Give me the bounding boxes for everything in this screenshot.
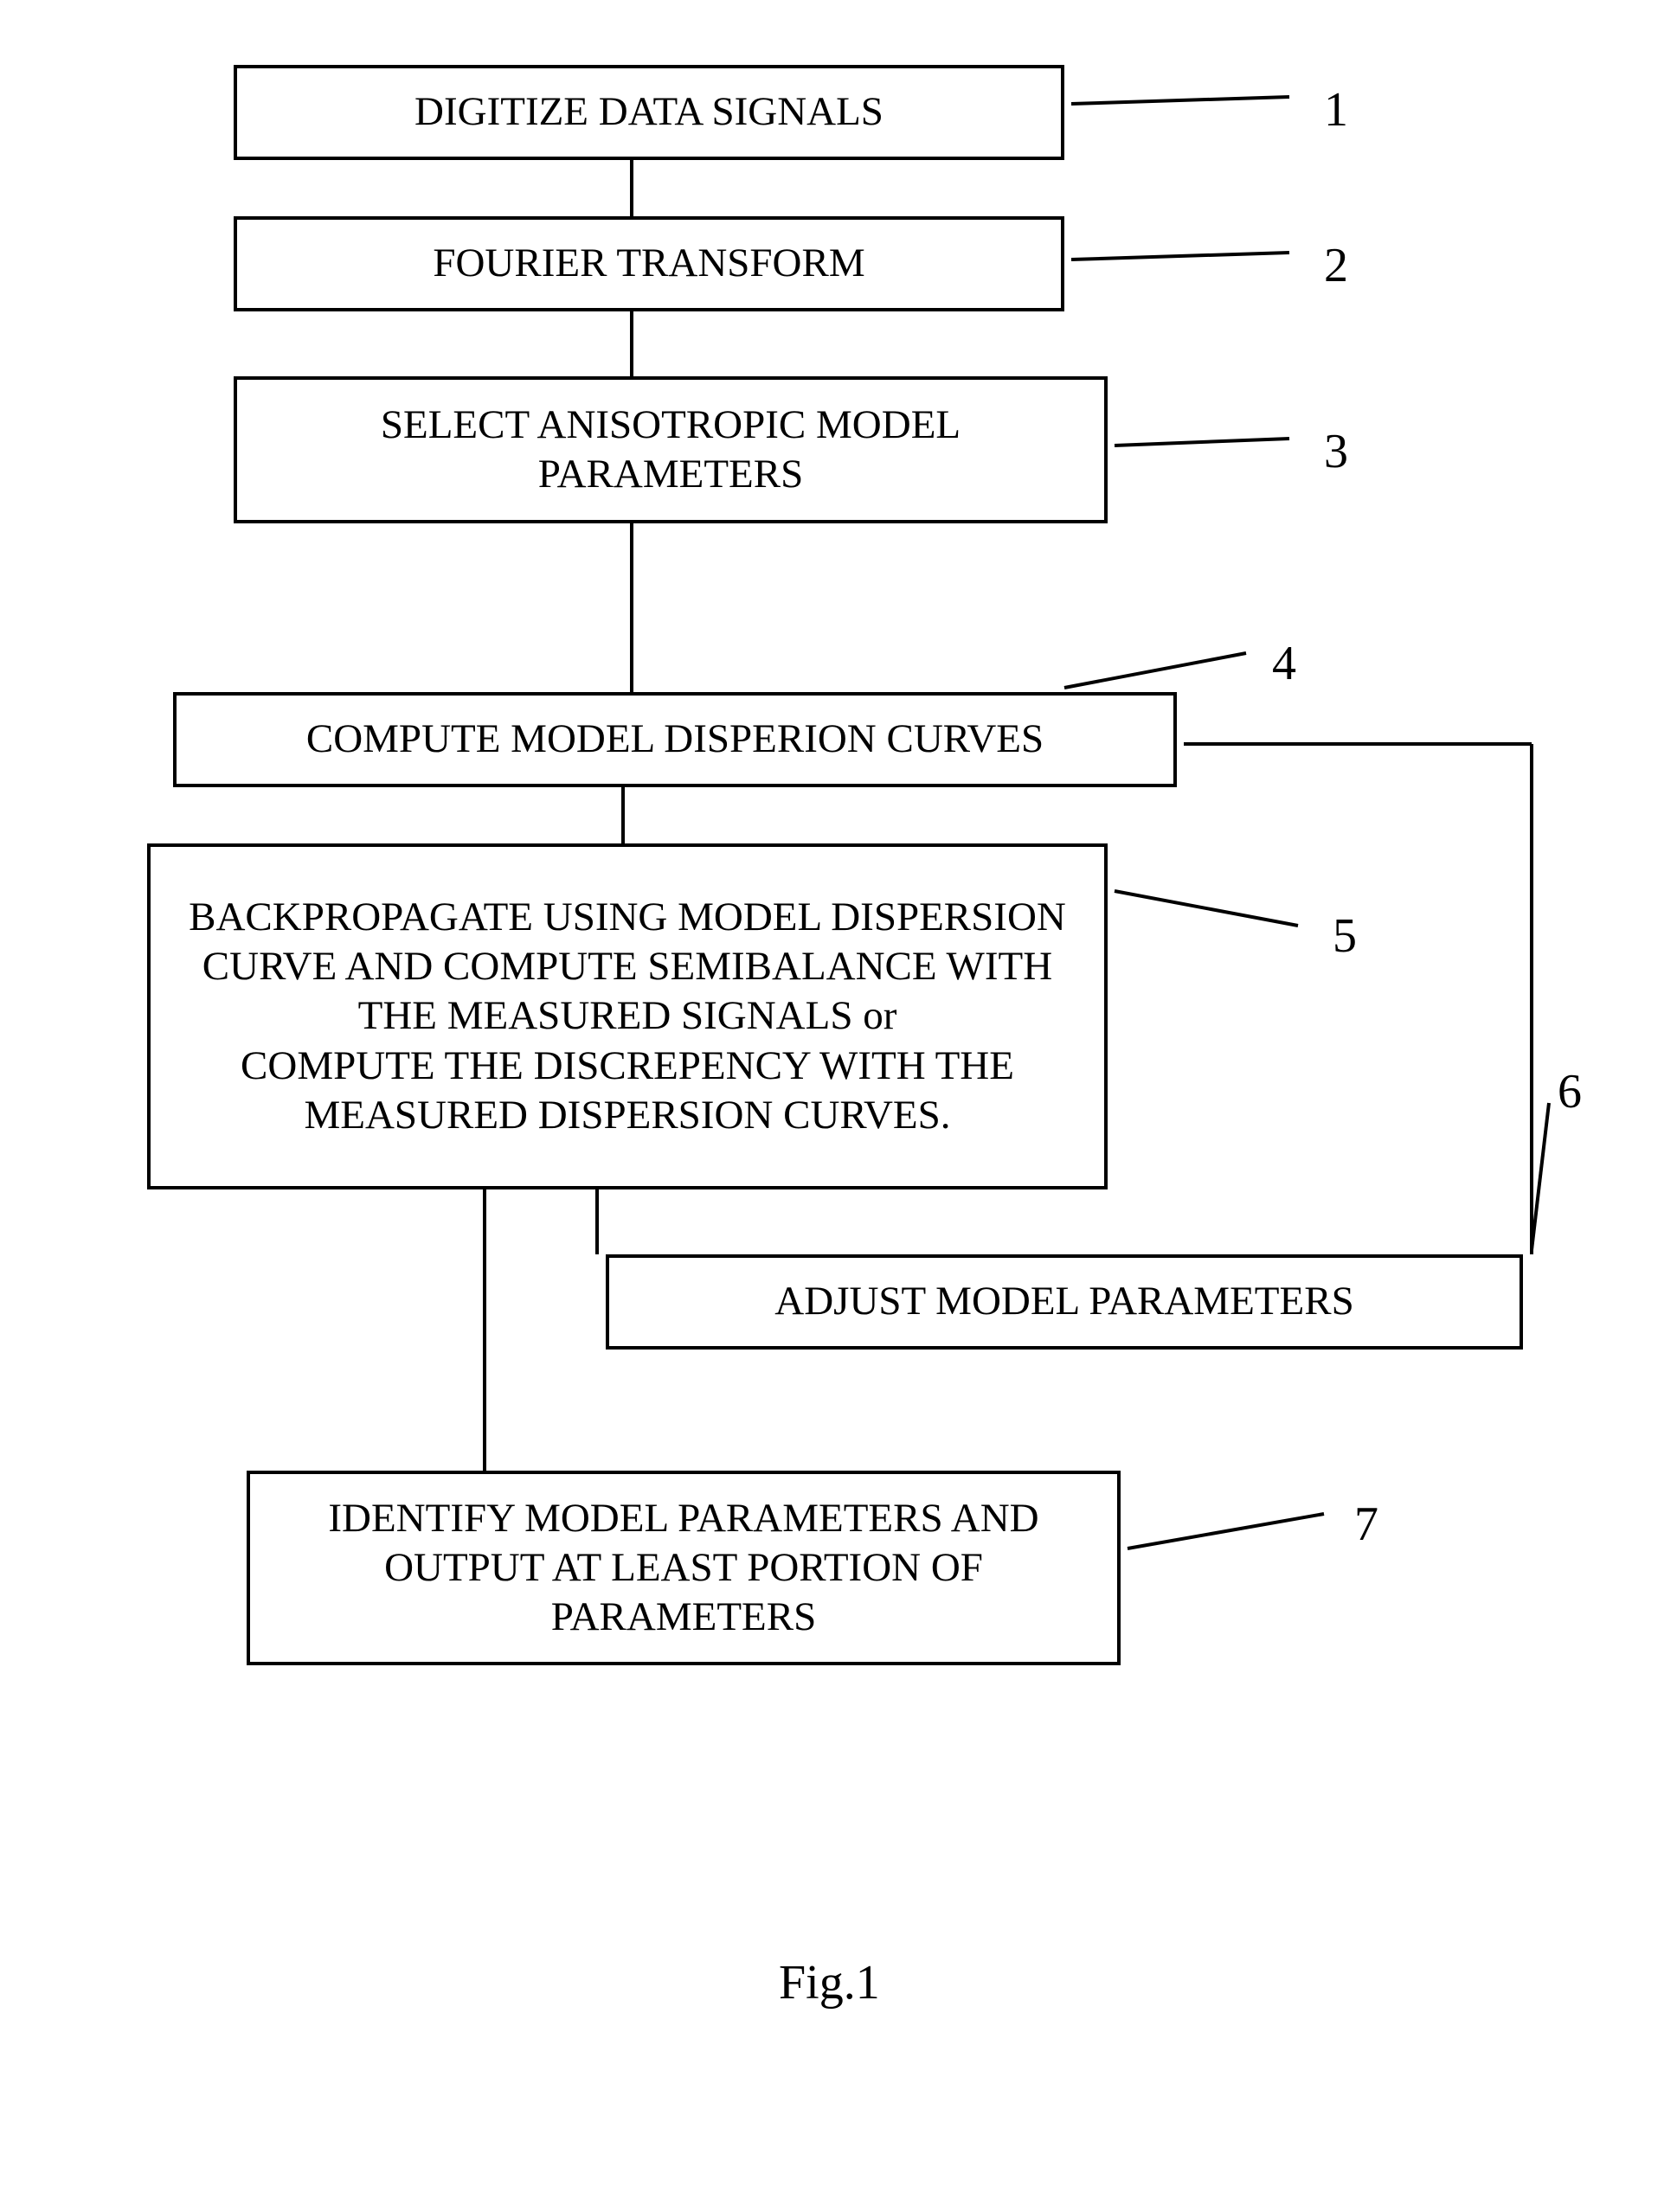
node-fourier: FOURIER TRANSFORM bbox=[234, 216, 1064, 311]
node-text: DIGITIZE DATA SIGNALS bbox=[414, 87, 883, 137]
figure-caption: Fig.1 bbox=[779, 1955, 880, 2010]
node-adjust-params: ADJUST MODEL PARAMETERS bbox=[606, 1254, 1523, 1350]
node-digitize: DIGITIZE DATA SIGNALS bbox=[234, 65, 1064, 160]
node-text: COMPUTE MODEL DISPERION CURVES bbox=[306, 715, 1044, 764]
node-identify-output: IDENTIFY MODEL PARAMETERS AND OUTPUT AT … bbox=[247, 1471, 1121, 1665]
node-number-7: 7 bbox=[1354, 1497, 1378, 1552]
node-number-1: 1 bbox=[1324, 82, 1348, 138]
node-number-2: 2 bbox=[1324, 238, 1348, 293]
node-text: ADJUST MODEL PARAMETERS bbox=[774, 1277, 1353, 1326]
node-compute-dispersion: COMPUTE MODEL DISPERION CURVES bbox=[173, 692, 1177, 787]
node-text: SELECT ANISOTROPIC MODEL PARAMETERS bbox=[253, 401, 1089, 500]
node-number-6: 6 bbox=[1558, 1064, 1582, 1119]
node-text: FOURIER TRANSFORM bbox=[433, 239, 864, 288]
flowchart-stage: DIGITIZE DATA SIGNALS 1 FOURIER TRANSFOR… bbox=[0, 0, 1677, 2212]
node-number-4: 4 bbox=[1272, 636, 1296, 691]
node-text: IDENTIFY MODEL PARAMETERS AND OUTPUT AT … bbox=[266, 1494, 1102, 1643]
node-select-params: SELECT ANISOTROPIC MODEL PARAMETERS bbox=[234, 376, 1108, 523]
node-backpropagate: BACKPROPAGATE USING MODEL DISPERSION CUR… bbox=[147, 843, 1108, 1189]
node-text: BACKPROPAGATE USING MODEL DISPERSION CUR… bbox=[166, 893, 1089, 1141]
node-number-5: 5 bbox=[1333, 908, 1357, 964]
node-number-3: 3 bbox=[1324, 424, 1348, 479]
